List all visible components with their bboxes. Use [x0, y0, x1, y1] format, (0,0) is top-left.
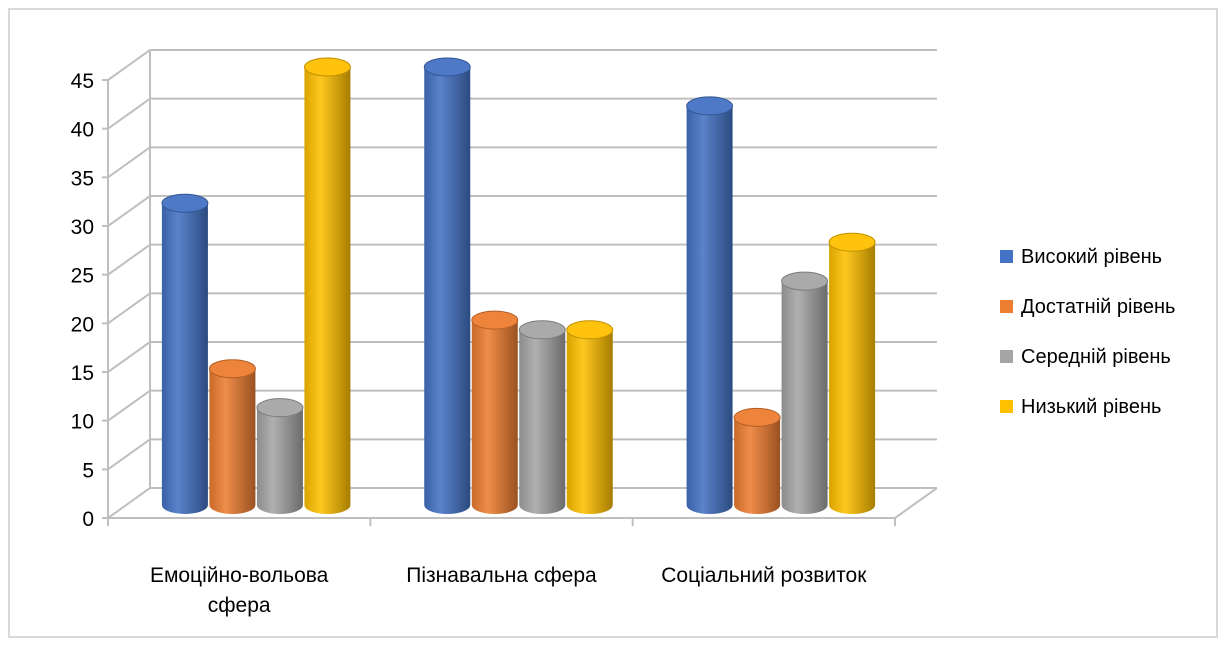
y-tick-label-30: 30 [71, 216, 94, 239]
gridline-side-15 [107, 341, 151, 373]
bar-достатній-рівень-0 [208, 359, 256, 514]
legend: Високий рівень Достатній рівень Середній р… [1000, 246, 1175, 418]
gridline-side-40 [107, 97, 151, 130]
gridline-side-45 [107, 49, 151, 81]
gridline-side-30 [107, 195, 151, 227]
bar-високий-рівень-2 [686, 96, 734, 514]
y-tick-label-10: 10 [71, 411, 94, 434]
bar-достатній-рівень-2 [733, 407, 781, 514]
x-axis: Емоційно-вольова сфера Пізнавальна сфера Со… [107, 518, 896, 617]
legend-label-достатній-рівень: Достатній рівень [1021, 296, 1175, 318]
x-category-label-0: Емоційно-вольова сфера [150, 564, 329, 617]
floor-left-edge [107, 487, 151, 519]
gridline-side-25 [107, 243, 151, 276]
bar-достатній-рівень-1 [471, 310, 519, 514]
y-tick-label-45: 45 [71, 70, 94, 93]
y-tick-label-40: 40 [71, 119, 94, 142]
bar-високий-рівень-0 [161, 193, 209, 514]
legend-swatch-низький-рівень [1000, 400, 1013, 413]
bar-середній-рівень-0 [256, 398, 304, 514]
y-tick-label-15: 15 [71, 362, 94, 385]
y-tick-label-20: 20 [71, 313, 94, 336]
y-tick-label-35: 35 [71, 167, 94, 190]
floor-right-edge [894, 487, 938, 519]
y-tick-label-0: 0 [82, 508, 94, 531]
legend-label-середній-рівень: Середній рівень [1021, 346, 1171, 368]
legend-label-високий-рівень: Високий рівень [1021, 246, 1162, 268]
y-axis: 0 5 10 15 20 25 30 35 40 45 [71, 70, 109, 531]
legend-swatch-достатній-рівень [1000, 300, 1013, 313]
bar-середній-рівень-2 [781, 271, 829, 514]
bar-високий-рівень-1 [423, 57, 471, 514]
y-tick-label-25: 25 [71, 265, 94, 288]
gridline-side-5 [107, 438, 151, 471]
gridline-side-20 [107, 292, 151, 325]
x-category-label-1: Пізнавальна сфера [406, 564, 597, 587]
x-category-label-2: Соціальний розвиток [661, 564, 867, 587]
legend-swatch-середній-рівень [1000, 350, 1013, 363]
bar-середній-рівень-1 [518, 320, 566, 514]
bar-низький-рівень-0 [303, 57, 351, 514]
bar-низький-рівень-1 [566, 320, 614, 514]
gridline-side-10 [107, 389, 151, 422]
chart-frame [8, 8, 1218, 638]
bar-низький-рівень-2 [828, 232, 876, 514]
gridline-side-35 [107, 146, 151, 179]
legend-swatch-високий-рівень [1000, 250, 1013, 263]
legend-label-низький-рівень: Низький рівень [1021, 396, 1161, 418]
y-tick-label-5: 5 [82, 459, 94, 482]
bars [161, 57, 876, 514]
